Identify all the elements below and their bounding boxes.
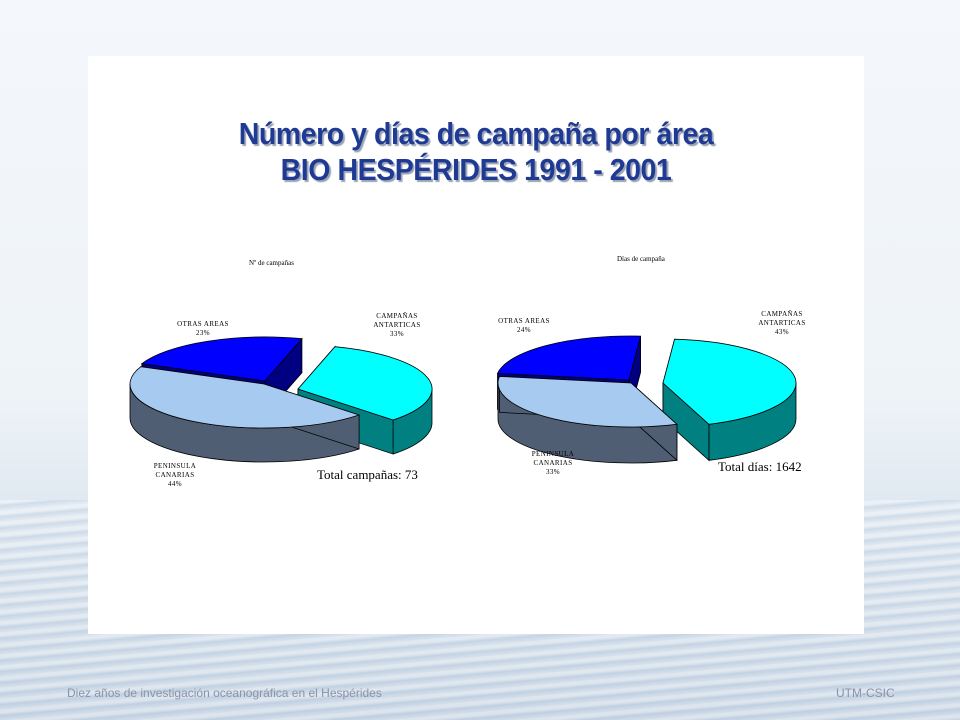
slice-label-2-1: CAMPAÑAS <box>761 310 802 318</box>
slide-title-line1: Número y días de campaña por área <box>238 116 714 151</box>
slice-pct-label-1-1: 33% <box>390 330 404 338</box>
slice-label-1-1: CAMPAÑAS <box>376 312 417 320</box>
slice-pct-label-2-3: 24% <box>517 326 531 334</box>
pie-slice-2-1 <box>662 338 797 462</box>
pie-total-label-1: Total campañas: 73 <box>317 467 418 482</box>
footer-institution: UTM-CSIC <box>836 686 895 700</box>
slice-pct-label-2-2: 33% <box>546 468 560 476</box>
pie-total-label-2: Total días: 1642 <box>718 459 802 474</box>
slide-title-line2: BIO HESPÉRIDES 1991 - 2001 <box>280 152 672 187</box>
slice-label-1-2: CANARIAS <box>156 471 195 479</box>
slice-pct-label-1-3: 23% <box>196 329 210 337</box>
slice-label-1-2: PENINSULA <box>154 462 197 470</box>
slice-label-2-1: ANTARTICAS <box>758 319 805 327</box>
pie-title-1: Nº de campañas <box>249 259 294 267</box>
slice-label-1-1: ANTARTICAS <box>373 321 420 329</box>
pie-slice-2-2 <box>497 375 678 464</box>
slice-label-2-3: OTRAS AREAS <box>498 317 550 325</box>
slice-label-1-3: OTRAS AREAS <box>177 320 229 328</box>
slice-pct-label-2-1: 43% <box>775 328 789 336</box>
footer-caption: Diez años de investigación oceanográfica… <box>67 686 382 700</box>
slice-label-2-2: CANARIAS <box>534 459 573 467</box>
pie-slice-1-2 <box>129 366 361 463</box>
slice-pct-label-1-2: 44% <box>168 480 182 488</box>
slice-label-2-2: PENINSULA <box>532 450 575 458</box>
pie-title-2: Días de campaña <box>617 255 666 263</box>
